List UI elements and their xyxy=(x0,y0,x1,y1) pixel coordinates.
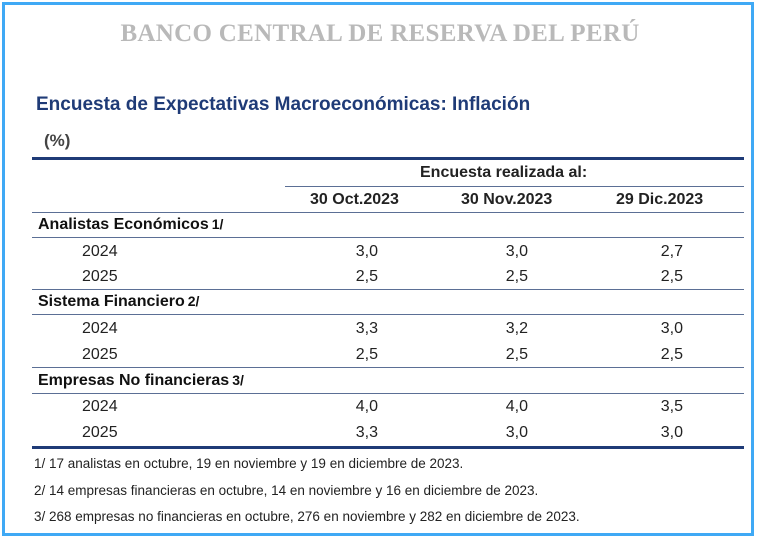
table-cell: 3,0 xyxy=(660,424,683,441)
group-rule xyxy=(32,367,744,368)
group-label-empresas-no-financieras: Empresas No financieras 3/ xyxy=(38,372,244,389)
table-cell: 2,5 xyxy=(505,268,528,285)
table-cell: 3,0 xyxy=(355,243,378,260)
table-cell: 3,0 xyxy=(505,424,528,441)
column-header-dec: 29 Dic.2023 xyxy=(616,191,704,208)
group-label-analistas: Analistas Económicos 1/ xyxy=(38,216,224,233)
table-cell: 2,7 xyxy=(660,243,683,260)
table-cell: 3,3 xyxy=(355,320,378,337)
header-bottom-rule xyxy=(32,212,744,213)
table-cell: 3,2 xyxy=(505,320,528,337)
table-top-rule xyxy=(32,157,744,160)
table-cell: 3,3 xyxy=(355,424,378,441)
footnote-3: 3/ 268 empresas no financieras en octubr… xyxy=(34,509,580,524)
table-cell: 3,0 xyxy=(660,320,683,337)
bank-name: BANCO CENTRAL DE RESERVA DEL PERÚ xyxy=(120,20,640,47)
row-year: 2024 xyxy=(82,320,118,337)
page-title: Encuesta de Expectativas Macroeconómicas… xyxy=(36,94,531,115)
table-cell: 2,5 xyxy=(660,268,683,285)
note-ref: 3/ xyxy=(232,372,244,388)
row-year: 2024 xyxy=(82,243,118,260)
unit-label: (%) xyxy=(44,131,71,150)
table-cell: 4,0 xyxy=(355,398,378,415)
table-cell: 2,5 xyxy=(660,346,683,363)
table-bottom-rule xyxy=(32,446,744,449)
row-year: 2025 xyxy=(82,346,118,363)
group-rule xyxy=(32,393,744,394)
group-label-sistema-financiero: Sistema Financiero 2/ xyxy=(38,293,200,310)
table-cell: 2,5 xyxy=(355,268,378,285)
footnote-1: 1/ 17 analistas en octubre, 19 en noviem… xyxy=(34,456,464,471)
footnote-2: 2/ 14 empresas financieras en octubre, 1… xyxy=(34,483,539,498)
survey-header: Encuesta realizada al: xyxy=(420,164,588,181)
table-cell: 2,5 xyxy=(355,346,378,363)
group-rule xyxy=(32,237,744,238)
group-rule xyxy=(32,314,744,315)
column-header-oct: 30 Oct.2023 xyxy=(310,191,399,208)
header-sub-rule xyxy=(285,186,744,187)
table-cell: 3,5 xyxy=(660,398,683,415)
group-rule xyxy=(32,289,744,290)
column-header-nov: 30 Nov.2023 xyxy=(461,191,553,208)
table-cell: 4,0 xyxy=(505,398,528,415)
note-ref: 1/ xyxy=(211,216,224,232)
table-cell: 2,5 xyxy=(505,346,528,363)
row-year: 2025 xyxy=(82,424,118,441)
note-ref: 2/ xyxy=(187,293,200,309)
row-year: 2024 xyxy=(82,398,118,415)
table-cell: 3,0 xyxy=(505,243,528,260)
row-year: 2025 xyxy=(82,268,118,285)
